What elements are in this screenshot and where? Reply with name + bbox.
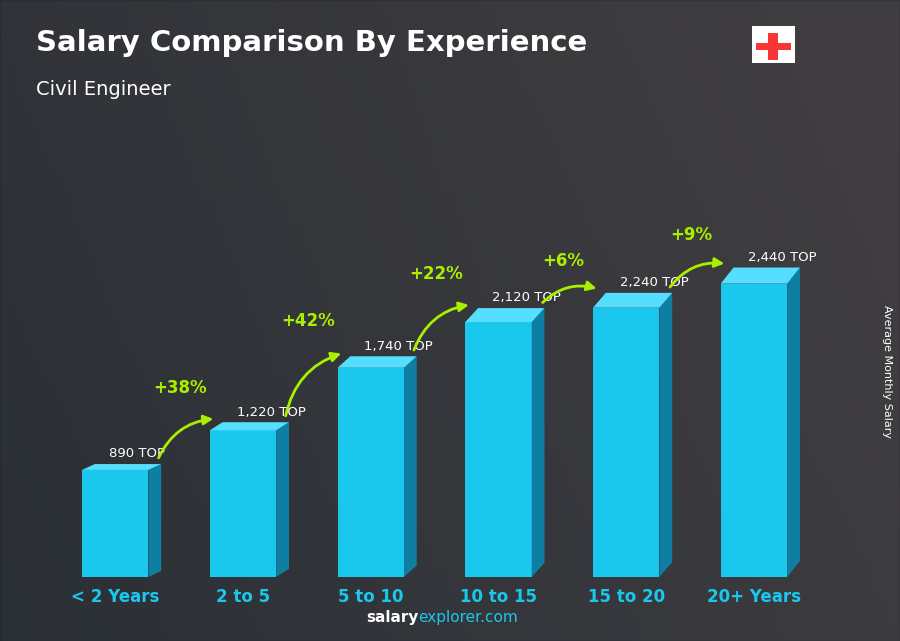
Text: explorer.com: explorer.com [418,610,518,625]
Bar [210,430,276,577]
Polygon shape [210,422,289,430]
Bar [82,470,148,577]
Polygon shape [338,356,417,368]
Text: 1,220 TOP: 1,220 TOP [237,406,305,419]
Polygon shape [532,308,544,577]
Polygon shape [593,293,672,308]
Text: +6%: +6% [543,252,585,270]
Text: 2,440 TOP: 2,440 TOP [748,251,816,264]
Text: 2,120 TOP: 2,120 TOP [492,292,561,304]
Text: +38%: +38% [154,379,207,397]
Text: +42%: +42% [282,312,335,329]
Text: +22%: +22% [409,265,463,283]
Polygon shape [82,464,161,470]
Polygon shape [660,293,672,577]
Polygon shape [788,267,800,577]
Text: 890 TOP: 890 TOP [109,447,165,460]
Bar [756,43,791,50]
Polygon shape [148,464,161,577]
Text: 1,740 TOP: 1,740 TOP [364,340,433,353]
Polygon shape [721,267,800,283]
Polygon shape [404,356,417,577]
Bar [593,308,660,577]
Bar [338,368,404,577]
Polygon shape [465,308,544,322]
Text: Salary Comparison By Experience: Salary Comparison By Experience [36,29,587,57]
Text: +9%: +9% [670,226,713,244]
Bar [721,283,788,577]
Bar [768,33,778,60]
Text: Civil Engineer: Civil Engineer [36,80,171,99]
Bar [752,26,795,63]
Text: salary: salary [366,610,418,625]
Bar [465,322,532,577]
Text: Average Monthly Salary: Average Monthly Salary [881,305,892,438]
Polygon shape [276,422,289,577]
Text: 2,240 TOP: 2,240 TOP [620,276,688,289]
